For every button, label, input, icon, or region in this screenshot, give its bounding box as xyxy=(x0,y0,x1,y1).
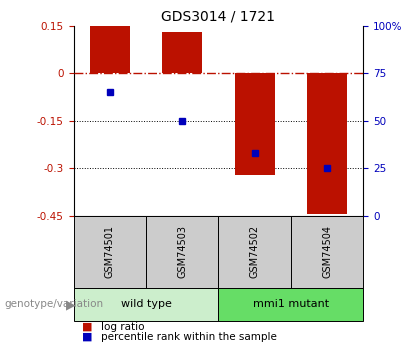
Bar xyxy=(146,216,218,288)
Bar xyxy=(74,288,218,321)
Text: ■: ■ xyxy=(82,332,92,342)
Bar xyxy=(90,26,130,73)
Bar xyxy=(74,216,146,288)
Text: GSM74502: GSM74502 xyxy=(249,225,260,278)
Bar xyxy=(218,216,291,288)
Bar xyxy=(218,288,363,321)
Bar xyxy=(307,73,347,214)
Text: ▶: ▶ xyxy=(66,298,76,311)
Text: log ratio: log ratio xyxy=(101,322,144,332)
Text: percentile rank within the sample: percentile rank within the sample xyxy=(101,332,277,342)
Text: mmi1 mutant: mmi1 mutant xyxy=(253,299,329,309)
Text: GSM74501: GSM74501 xyxy=(105,225,115,278)
Bar xyxy=(235,73,275,175)
Text: ■: ■ xyxy=(82,322,92,332)
Title: GDS3014 / 1721: GDS3014 / 1721 xyxy=(161,9,276,23)
Bar xyxy=(162,32,202,73)
Text: GSM74503: GSM74503 xyxy=(177,225,187,278)
Text: GSM74504: GSM74504 xyxy=(322,225,332,278)
Text: genotype/variation: genotype/variation xyxy=(4,299,103,309)
Bar xyxy=(291,216,363,288)
Text: wild type: wild type xyxy=(121,299,171,309)
